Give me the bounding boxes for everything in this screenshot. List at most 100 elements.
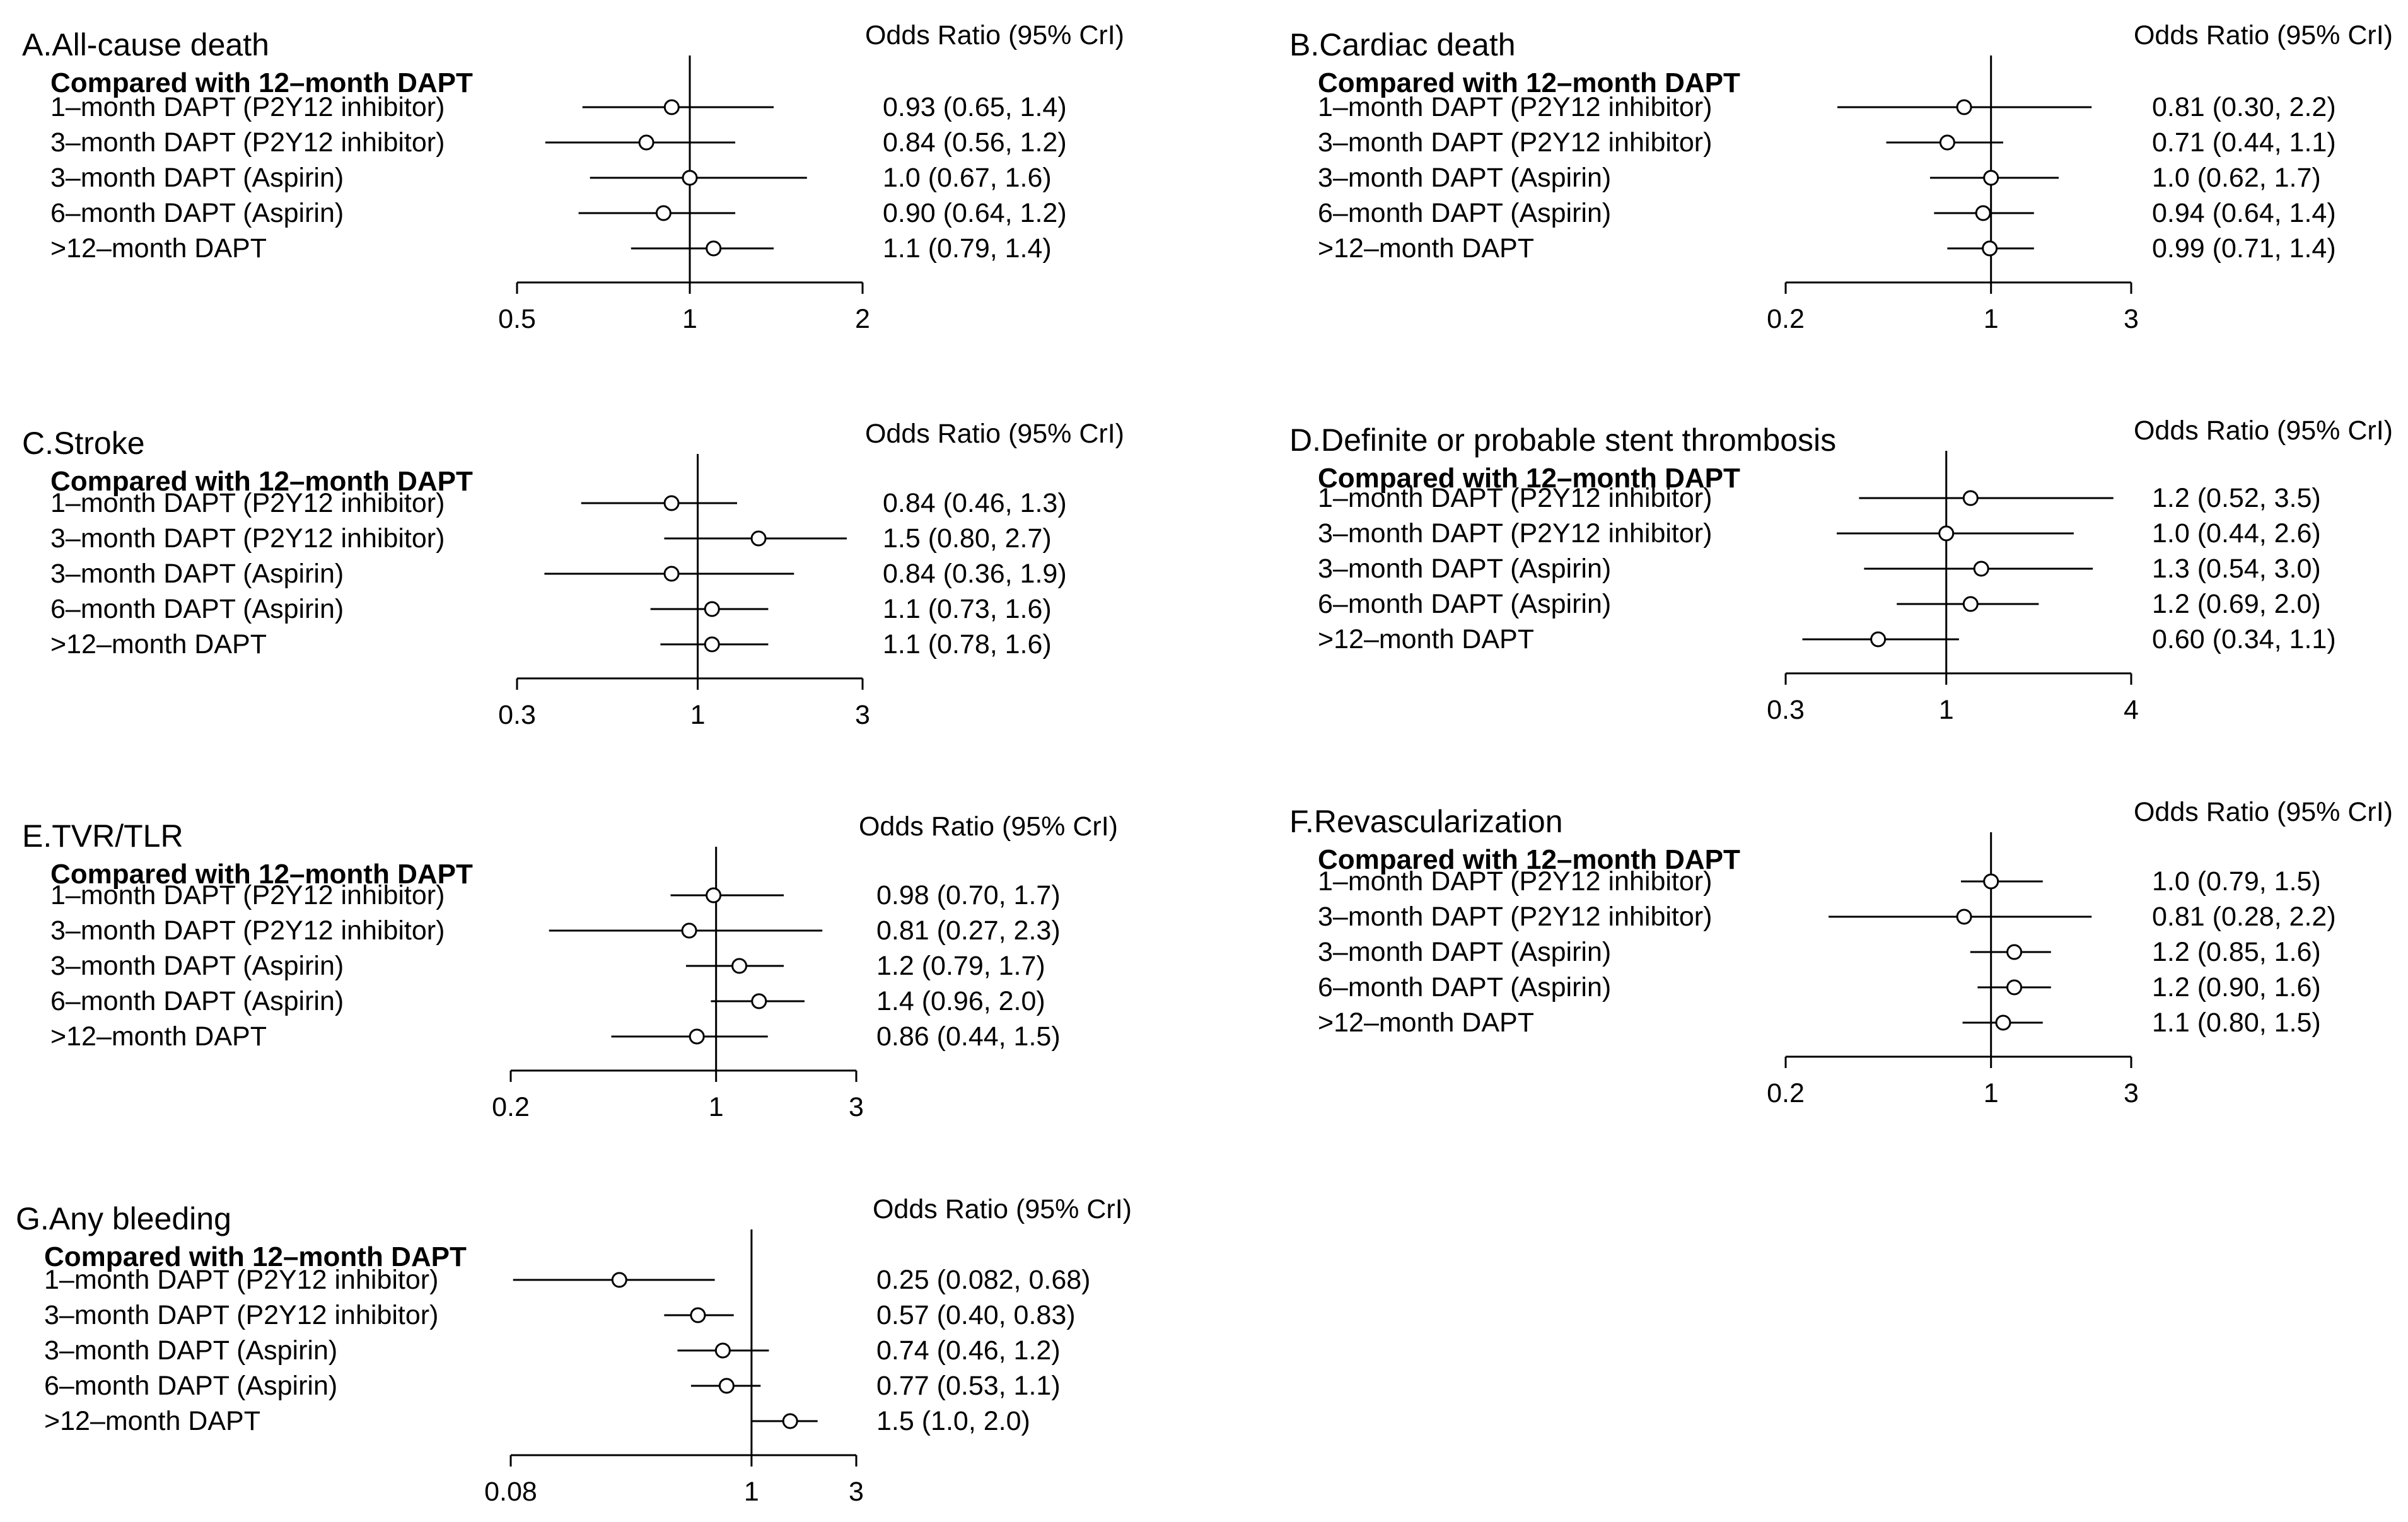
panel-d-tick-label: 4 <box>2124 695 2139 725</box>
panel-a-row-value: 0.84 (0.56, 1.2) <box>883 127 1067 158</box>
panel-d-header: Odds Ratio (95% CrI) <box>2134 415 2393 446</box>
panel-g-row-label: 6–month DAPT (Aspirin) <box>44 1371 337 1401</box>
panel-f-point-estimate <box>1995 1014 2011 1031</box>
panel-c-row-label: 6–month DAPT (Aspirin) <box>50 594 344 624</box>
panel-g-tick-label: 3 <box>849 1477 864 1507</box>
panel-e-row-value: 1.4 (0.96, 2.0) <box>876 986 1045 1016</box>
panel-g-row-label: 1–month DAPT (P2Y12 inhibitor) <box>44 1265 438 1295</box>
panel-b-point-estimate <box>1956 99 1972 115</box>
panel-e-tick-label: 3 <box>849 1092 864 1122</box>
panel-e-row-label: 1–month DAPT (P2Y12 inhibitor) <box>50 880 445 910</box>
panel-b-header: Odds Ratio (95% CrI) <box>2134 20 2393 50</box>
panel-b-row-value: 0.81 (0.30, 2.2) <box>2152 92 2336 122</box>
panel-f-tick-label: 0.2 <box>1767 1078 1805 1108</box>
panel-b-point-estimate <box>1939 134 1955 151</box>
panel-f-point-estimate <box>2006 944 2023 960</box>
panel-f-subtitle: Compared with 12–month DAPT <box>1318 844 1740 875</box>
panel-g-point-estimate <box>714 1342 731 1359</box>
panel-b-row-value: 0.71 (0.44, 1.1) <box>2152 127 2336 158</box>
panel-e-point-estimate <box>689 1028 705 1045</box>
panel-a-tick-label: 1 <box>682 304 697 334</box>
panel-b-row-value: 1.0 (0.62, 1.7) <box>2152 163 2321 193</box>
panel-c-point-estimate <box>663 495 680 511</box>
panel-d-row-label: 6–month DAPT (Aspirin) <box>1318 589 1611 619</box>
panel-d-row-label: 1–month DAPT (P2Y12 inhibitor) <box>1318 483 1712 513</box>
panel-d-tick-label: 1 <box>1939 695 1954 725</box>
panel-e-title: E.TVR/TLR <box>22 818 183 854</box>
panel-b-title: B.Cardiac death <box>1289 27 1516 62</box>
panel-g-header: Odds Ratio (95% CrI) <box>873 1194 1132 1224</box>
panel-f-row-label: 3–month DAPT (P2Y12 inhibitor) <box>1318 902 1712 932</box>
panel-e-row-label: 6–month DAPT (Aspirin) <box>50 986 344 1016</box>
panel-a-row-label: >12–month DAPT <box>50 233 267 264</box>
panel-c-header: Odds Ratio (95% CrI) <box>865 419 1124 449</box>
panel-a-point-estimate <box>655 205 672 221</box>
panel-a-point-estimate <box>663 99 680 115</box>
panel-g-row-label: 3–month DAPT (Aspirin) <box>44 1335 337 1366</box>
panel-a-row-value: 0.90 (0.64, 1.2) <box>883 198 1067 228</box>
panel-f-tick-label: 1 <box>1984 1078 1999 1108</box>
panel-d-point-estimate <box>1962 490 1979 506</box>
panel-a-tick-label: 0.5 <box>498 304 536 334</box>
panel-a-row-value: 1.0 (0.67, 1.6) <box>883 163 1052 193</box>
panel-c-row-label: 3–month DAPT (Aspirin) <box>50 559 344 589</box>
panel-d-point-estimate <box>1938 525 1955 542</box>
panel-f-point-estimate <box>1956 909 1972 925</box>
panel-c-point-estimate <box>663 566 680 582</box>
panel-g-row-value: 1.5 (1.0, 2.0) <box>876 1406 1030 1436</box>
panel-c-row-label: 3–month DAPT (P2Y12 inhibitor) <box>50 523 445 554</box>
panel-b-row-label: 3–month DAPT (P2Y12 inhibitor) <box>1318 127 1712 158</box>
panel-g-row-label: 3–month DAPT (P2Y12 inhibitor) <box>44 1300 438 1330</box>
panel-g-point-estimate <box>782 1413 798 1429</box>
panel-d-title: D.Definite or probable stent thrombosis <box>1289 422 1836 458</box>
panel-b-row-label: >12–month DAPT <box>1318 233 1534 264</box>
panel-c-point-estimate <box>704 636 720 653</box>
panel-a-row-value: 1.1 (0.79, 1.4) <box>883 233 1052 264</box>
panel-e-point-estimate <box>731 958 748 974</box>
panel-c-row-value: 1.1 (0.78, 1.6) <box>883 629 1052 659</box>
panel-b-row-value: 0.99 (0.71, 1.4) <box>2152 233 2336 264</box>
panel-f-point-estimate <box>2006 979 2023 996</box>
panel-c-point-estimate <box>750 530 767 547</box>
panel-g-point-estimate <box>611 1272 627 1288</box>
panel-b-tick-label: 3 <box>2124 304 2139 334</box>
panel-g-point-estimate <box>718 1378 735 1394</box>
panel-a-row-label: 6–month DAPT (Aspirin) <box>50 198 344 228</box>
panel-a-point-estimate <box>638 134 654 151</box>
panel-d-tick-label: 0.3 <box>1767 695 1805 725</box>
panel-b-tick-label: 0.2 <box>1767 304 1805 334</box>
panel-b-point-estimate <box>1983 170 1999 186</box>
panel-b-point-estimate <box>1982 240 1998 257</box>
panel-a-point-estimate <box>706 240 722 257</box>
panel-b-row-label: 1–month DAPT (P2Y12 inhibitor) <box>1318 92 1712 122</box>
panel-f-row-value: 1.0 (0.79, 1.5) <box>2152 866 2321 897</box>
panel-d-row-value: 1.2 (0.52, 3.5) <box>2152 483 2321 513</box>
panel-g-row-value: 0.57 (0.40, 0.83) <box>876 1300 1076 1330</box>
panel-f-row-value: 1.2 (0.85, 1.6) <box>2152 937 2321 967</box>
panel-d-row-label: 3–month DAPT (Aspirin) <box>1318 554 1611 584</box>
panel-b-row-label: 6–month DAPT (Aspirin) <box>1318 198 1611 228</box>
panel-e-point-estimate <box>681 922 697 939</box>
panel-g-point-estimate <box>690 1307 706 1323</box>
panel-f-point-estimate <box>1983 873 1999 890</box>
panel-f-row-label: 1–month DAPT (P2Y12 inhibitor) <box>1318 866 1712 897</box>
panel-a-row-label: 3–month DAPT (Aspirin) <box>50 163 344 193</box>
panel-c-row-value: 0.84 (0.46, 1.3) <box>883 488 1067 518</box>
panel-a-title: A.All-cause death <box>22 27 269 62</box>
panel-e-row-value: 0.98 (0.70, 1.7) <box>876 880 1061 910</box>
panel-b-row-label: 3–month DAPT (Aspirin) <box>1318 163 1611 193</box>
panel-d-row-value: 1.3 (0.54, 3.0) <box>2152 554 2321 584</box>
panel-d-subtitle: Compared with 12–month DAPT <box>1318 463 1740 494</box>
panel-c-title: C.Stroke <box>22 426 145 461</box>
panel-g-tick-label: 1 <box>744 1477 759 1507</box>
panel-g-row-value: 0.74 (0.46, 1.2) <box>876 1335 1061 1366</box>
panel-f-row-value: 1.1 (0.80, 1.5) <box>2152 1008 2321 1038</box>
panel-d-point-estimate <box>1870 631 1887 648</box>
panel-g-tick-label: 0.08 <box>484 1477 537 1507</box>
panel-d-row-label: >12–month DAPT <box>1318 624 1534 654</box>
panel-a-row-label: 3–month DAPT (P2Y12 inhibitor) <box>50 127 445 158</box>
panel-b-row-value: 0.94 (0.64, 1.4) <box>2152 198 2336 228</box>
panel-d-row-value: 1.0 (0.44, 2.6) <box>2152 518 2321 549</box>
panel-d-row-value: 1.2 (0.69, 2.0) <box>2152 589 2321 619</box>
panel-g-row-value: 0.25 (0.082, 0.68) <box>876 1265 1090 1295</box>
